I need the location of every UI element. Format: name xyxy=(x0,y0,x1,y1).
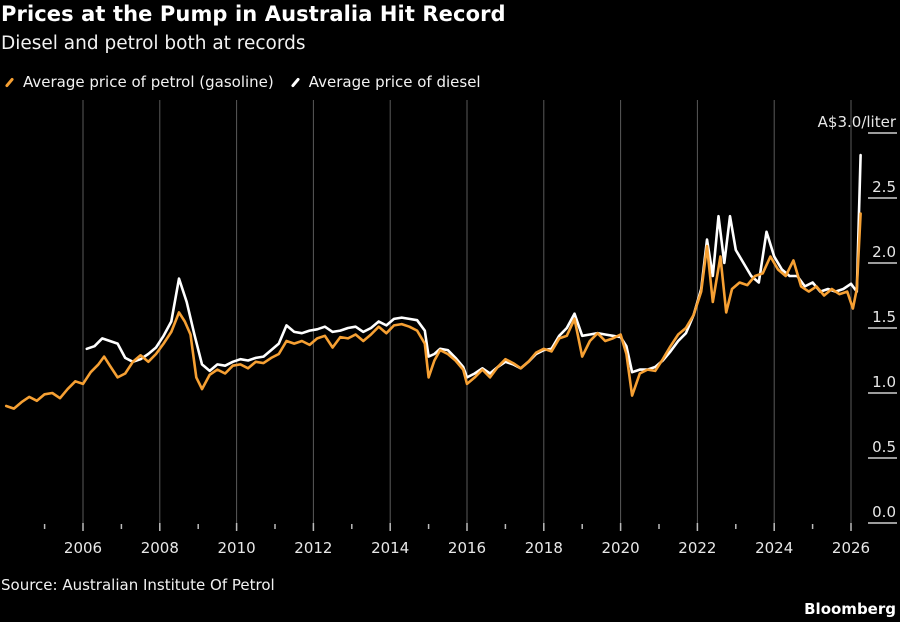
x-tick-label: 2014 xyxy=(371,539,409,557)
legend: Average price of petrol (gasoline) Avera… xyxy=(4,73,497,91)
x-tick-label: 2026 xyxy=(832,539,870,557)
chart-title: Prices at the Pump in Australia Hit Reco… xyxy=(1,2,506,26)
x-tick-label: 2024 xyxy=(755,539,793,557)
x-tick-label: 2016 xyxy=(448,539,486,557)
legend-item-petrol: Average price of petrol (gasoline) xyxy=(4,73,274,91)
y-tick-label: 0.5 xyxy=(872,438,896,456)
bloomberg-logo: Bloomberg xyxy=(804,600,896,618)
y-tick-label: 0.0 xyxy=(872,503,896,521)
x-tick-label: 2012 xyxy=(294,539,332,557)
legend-label-diesel: Average price of diesel xyxy=(308,73,481,91)
y-tick-label: 2.0 xyxy=(872,243,896,261)
y-tick-label: A$3.0/liter xyxy=(818,113,897,131)
x-tick-label: 2018 xyxy=(525,539,563,557)
x-tick-label: 2010 xyxy=(218,539,256,557)
x-tick-label: 2022 xyxy=(678,539,716,557)
y-tick-label: 1.5 xyxy=(872,308,896,326)
petrol-price-line xyxy=(4,212,862,410)
x-tick-label: 2006 xyxy=(64,539,102,557)
y-tick-label: 2.5 xyxy=(872,178,896,196)
legend-item-diesel: Average price of diesel xyxy=(290,73,481,91)
x-tick-label: 2020 xyxy=(602,539,640,557)
x-tick-label: 2008 xyxy=(141,539,179,557)
diesel-price-line xyxy=(85,153,862,379)
chart-subtitle: Diesel and petrol both at records xyxy=(1,33,306,54)
y-tick-label: 1.0 xyxy=(872,373,896,391)
source-note: Source: Australian Institute Of Petrol xyxy=(1,576,275,594)
legend-label-petrol: Average price of petrol (gasoline) xyxy=(23,73,274,91)
